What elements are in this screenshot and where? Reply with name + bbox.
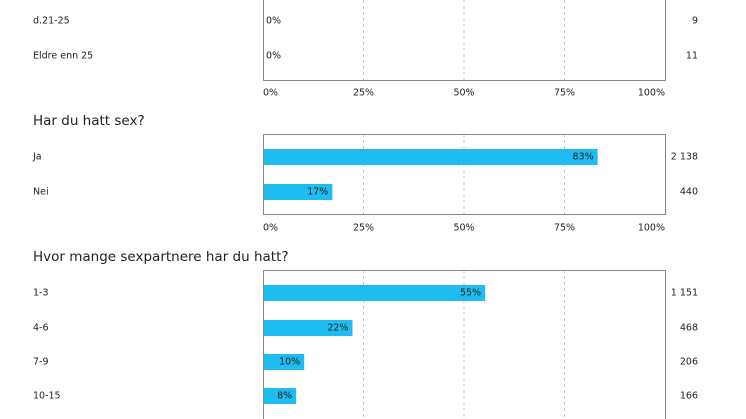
chart-title: Har du hatt sex? bbox=[33, 113, 145, 129]
bar-value-label: 22% bbox=[327, 323, 348, 334]
category-label: Eldre enn 25 bbox=[33, 51, 93, 62]
x-tick-label: 100% bbox=[638, 88, 665, 99]
x-tick-label: 50% bbox=[453, 88, 474, 99]
bar-value-label: 8% bbox=[277, 391, 292, 402]
x-tick-label: 75% bbox=[554, 88, 575, 99]
bar bbox=[264, 184, 333, 200]
bar-value-label: 10% bbox=[279, 357, 300, 368]
x-tick-label: 100% bbox=[638, 223, 665, 234]
plot-frame bbox=[263, 0, 666, 81]
bar bbox=[264, 388, 297, 404]
x-tick-label: 50% bbox=[453, 223, 474, 234]
response-count: 11 bbox=[686, 51, 698, 62]
category-label: Nei bbox=[33, 187, 49, 198]
plot-frame bbox=[263, 134, 666, 215]
x-tick-label: 25% bbox=[353, 88, 374, 99]
bar bbox=[264, 354, 305, 370]
bar-value-label: 17% bbox=[307, 187, 328, 198]
response-count: 1 151 bbox=[671, 288, 698, 299]
bar-value-label: 0% bbox=[266, 51, 281, 62]
response-count: 468 bbox=[680, 323, 698, 334]
plot-frame bbox=[263, 270, 666, 419]
x-tick-label: 0% bbox=[263, 88, 278, 99]
x-tick-label: 0% bbox=[263, 223, 278, 234]
category-label: 10-15 bbox=[33, 391, 61, 402]
bar-value-label: 55% bbox=[460, 288, 481, 299]
x-tick-label: 75% bbox=[554, 223, 575, 234]
response-count: 166 bbox=[680, 391, 698, 402]
response-count: 440 bbox=[680, 187, 698, 198]
category-label: d.21-25 bbox=[33, 16, 70, 27]
response-count: 9 bbox=[692, 16, 698, 27]
category-label: 1-3 bbox=[33, 288, 49, 299]
bar bbox=[264, 320, 353, 336]
x-tick-label: 25% bbox=[353, 223, 374, 234]
category-label: Ja bbox=[32, 152, 42, 163]
chart-title: Hvor mange sexpartnere har du hatt? bbox=[33, 249, 289, 265]
category-label: 7-9 bbox=[33, 357, 49, 368]
response-count: 206 bbox=[680, 357, 698, 368]
response-count: 2 138 bbox=[671, 152, 698, 163]
bar-value-label: 83% bbox=[573, 152, 594, 163]
bar bbox=[264, 285, 486, 301]
bar bbox=[264, 149, 598, 165]
bar-value-label: 0% bbox=[266, 16, 281, 27]
category-label: 4-6 bbox=[33, 323, 49, 334]
